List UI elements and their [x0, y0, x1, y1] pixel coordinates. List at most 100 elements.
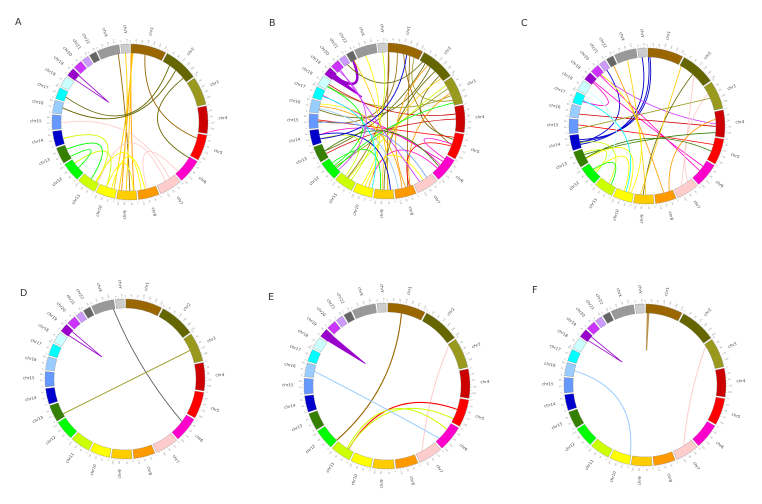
chromosome-label-chr16: chr16	[544, 361, 557, 368]
axis-tick	[453, 78, 455, 80]
axis-tick-label: 160	[411, 40, 414, 45]
axis-tick-label: 40	[600, 56, 603, 60]
axis-tick-label: 120	[374, 470, 377, 475]
axis-tick	[198, 159, 200, 161]
axis-tick	[340, 455, 342, 457]
axis-tick	[720, 99, 723, 101]
axis-tick-label: 80	[53, 153, 57, 156]
chromosome-label-chr10: chr10	[609, 470, 618, 483]
axis-tick	[586, 177, 589, 179]
axis-tick	[321, 165, 323, 167]
axis-tick	[202, 92, 205, 94]
chromosome-label-chr19: chr19	[310, 54, 322, 65]
axis-tick	[338, 182, 340, 185]
axis-tick	[203, 95, 206, 97]
axis-tick-label: 80	[663, 466, 666, 470]
axis-tick	[459, 91, 462, 93]
link-chr11-chr14	[579, 141, 617, 184]
axis-tick	[572, 154, 575, 155]
axis-tick-label: 40	[49, 140, 53, 143]
chromosome-arc-chr21	[339, 55, 351, 67]
chromosome-arc-chrX	[97, 44, 121, 60]
axis-tick-label: 120	[201, 346, 206, 350]
chromosome-label-chr12: chr12	[564, 441, 576, 453]
link-chr17-chr10	[322, 96, 377, 189]
axis-tick	[610, 309, 612, 312]
axis-tick	[78, 182, 81, 184]
axis-tick-label: 40	[101, 458, 104, 462]
chromosome-arc-chr20	[586, 321, 600, 335]
axis-tick	[576, 430, 579, 433]
axis-tick-label: 200	[416, 42, 420, 47]
chromosome-label-chr10: chr10	[612, 208, 621, 221]
axis-tick-label: 80	[306, 419, 310, 422]
axis-tick-label: 120	[439, 56, 444, 61]
axis-tick	[161, 49, 163, 51]
axis-tick-label: 0	[57, 328, 60, 331]
axis-tick	[172, 54, 174, 57]
chromosome-arc-chr18	[60, 76, 75, 91]
axis-tick	[604, 312, 606, 315]
axis-tick-label: 120	[184, 435, 189, 440]
axis-tick-label: 40	[621, 464, 624, 468]
chromosome-label-chr18: chr18	[557, 328, 570, 338]
chromosome-arc-chr17	[307, 349, 321, 365]
axis-tick	[157, 304, 159, 306]
axis-tick-label: 120	[148, 39, 151, 44]
link-chr3-chr1	[411, 57, 453, 102]
axis-tick	[332, 449, 334, 452]
axis-tick	[445, 445, 447, 447]
axis-tick-label: 40	[131, 294, 133, 297]
axis-tick	[190, 170, 193, 173]
chromosome-arc-chrX	[354, 43, 378, 59]
axis-tick-label: 80	[615, 463, 618, 467]
axis-tick	[464, 354, 466, 356]
axis-tick-label: 40	[430, 50, 433, 54]
axis-tick	[182, 179, 185, 181]
axis-tick	[417, 463, 419, 465]
panel-letter-a: A	[15, 17, 22, 28]
link-chr12-chr18	[326, 86, 364, 166]
chromosome-label-chr7: chr7	[692, 461, 701, 472]
chromosome-arc-chr19	[579, 329, 593, 343]
axis-tick-label: 80	[620, 302, 623, 306]
chromosome-label-chr8: chr8	[151, 207, 158, 217]
axis-tick-label: 0	[208, 104, 210, 106]
axis-tick	[684, 55, 686, 58]
chromosome-label-chr16: chr16	[549, 102, 562, 109]
axis-tick	[197, 412, 200, 414]
axis-tick	[316, 338, 318, 340]
axis-tick-label: 0	[192, 331, 195, 334]
axis-tick	[354, 307, 356, 310]
axis-tick	[194, 419, 196, 421]
axis-tick-label: 120	[350, 463, 354, 468]
chromosome-arc-chrX	[610, 304, 635, 320]
axis-tick	[316, 84, 318, 86]
axis-tick	[710, 336, 713, 338]
axis-tick-label: 0	[159, 196, 162, 199]
axis-tick-label: 80	[299, 381, 302, 383]
axis-tick	[308, 354, 310, 356]
axis-tick-label: 120	[375, 200, 378, 205]
axis-tick	[93, 303, 95, 305]
axis-tick	[204, 146, 206, 148]
chromosome-arc-chr20	[67, 316, 81, 330]
axis-tick	[200, 154, 203, 156]
axis-tick	[446, 326, 448, 328]
axis-tick	[61, 327, 63, 329]
axis-tick-label: 0	[438, 182, 441, 185]
axis-tick	[584, 440, 586, 442]
chromosome-label-chr2: chr2	[182, 302, 192, 312]
axis-tick-label: 80	[46, 410, 50, 413]
axis-tick-label: 0	[347, 461, 350, 464]
axis-tick	[85, 449, 87, 451]
axis-tick	[678, 53, 680, 55]
axis-tick-label: 40	[597, 313, 600, 317]
link-chr8-chr3	[408, 92, 451, 187]
axis-tick	[418, 48, 420, 50]
axis-tick	[324, 70, 327, 72]
axis-tick	[415, 464, 416, 466]
axis-tick-label: 120	[399, 200, 402, 205]
axis-tick	[334, 61, 336, 63]
axis-tick	[715, 425, 717, 427]
